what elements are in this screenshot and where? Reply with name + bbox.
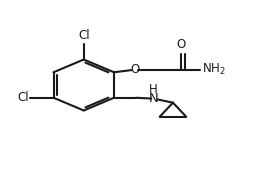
Text: NH$_2$: NH$_2$ [202,62,226,77]
Text: N: N [149,92,158,105]
Text: O: O [177,38,186,51]
Text: O: O [130,63,139,76]
Text: H: H [149,83,158,96]
Text: Cl: Cl [17,91,29,104]
Text: Cl: Cl [78,29,90,42]
